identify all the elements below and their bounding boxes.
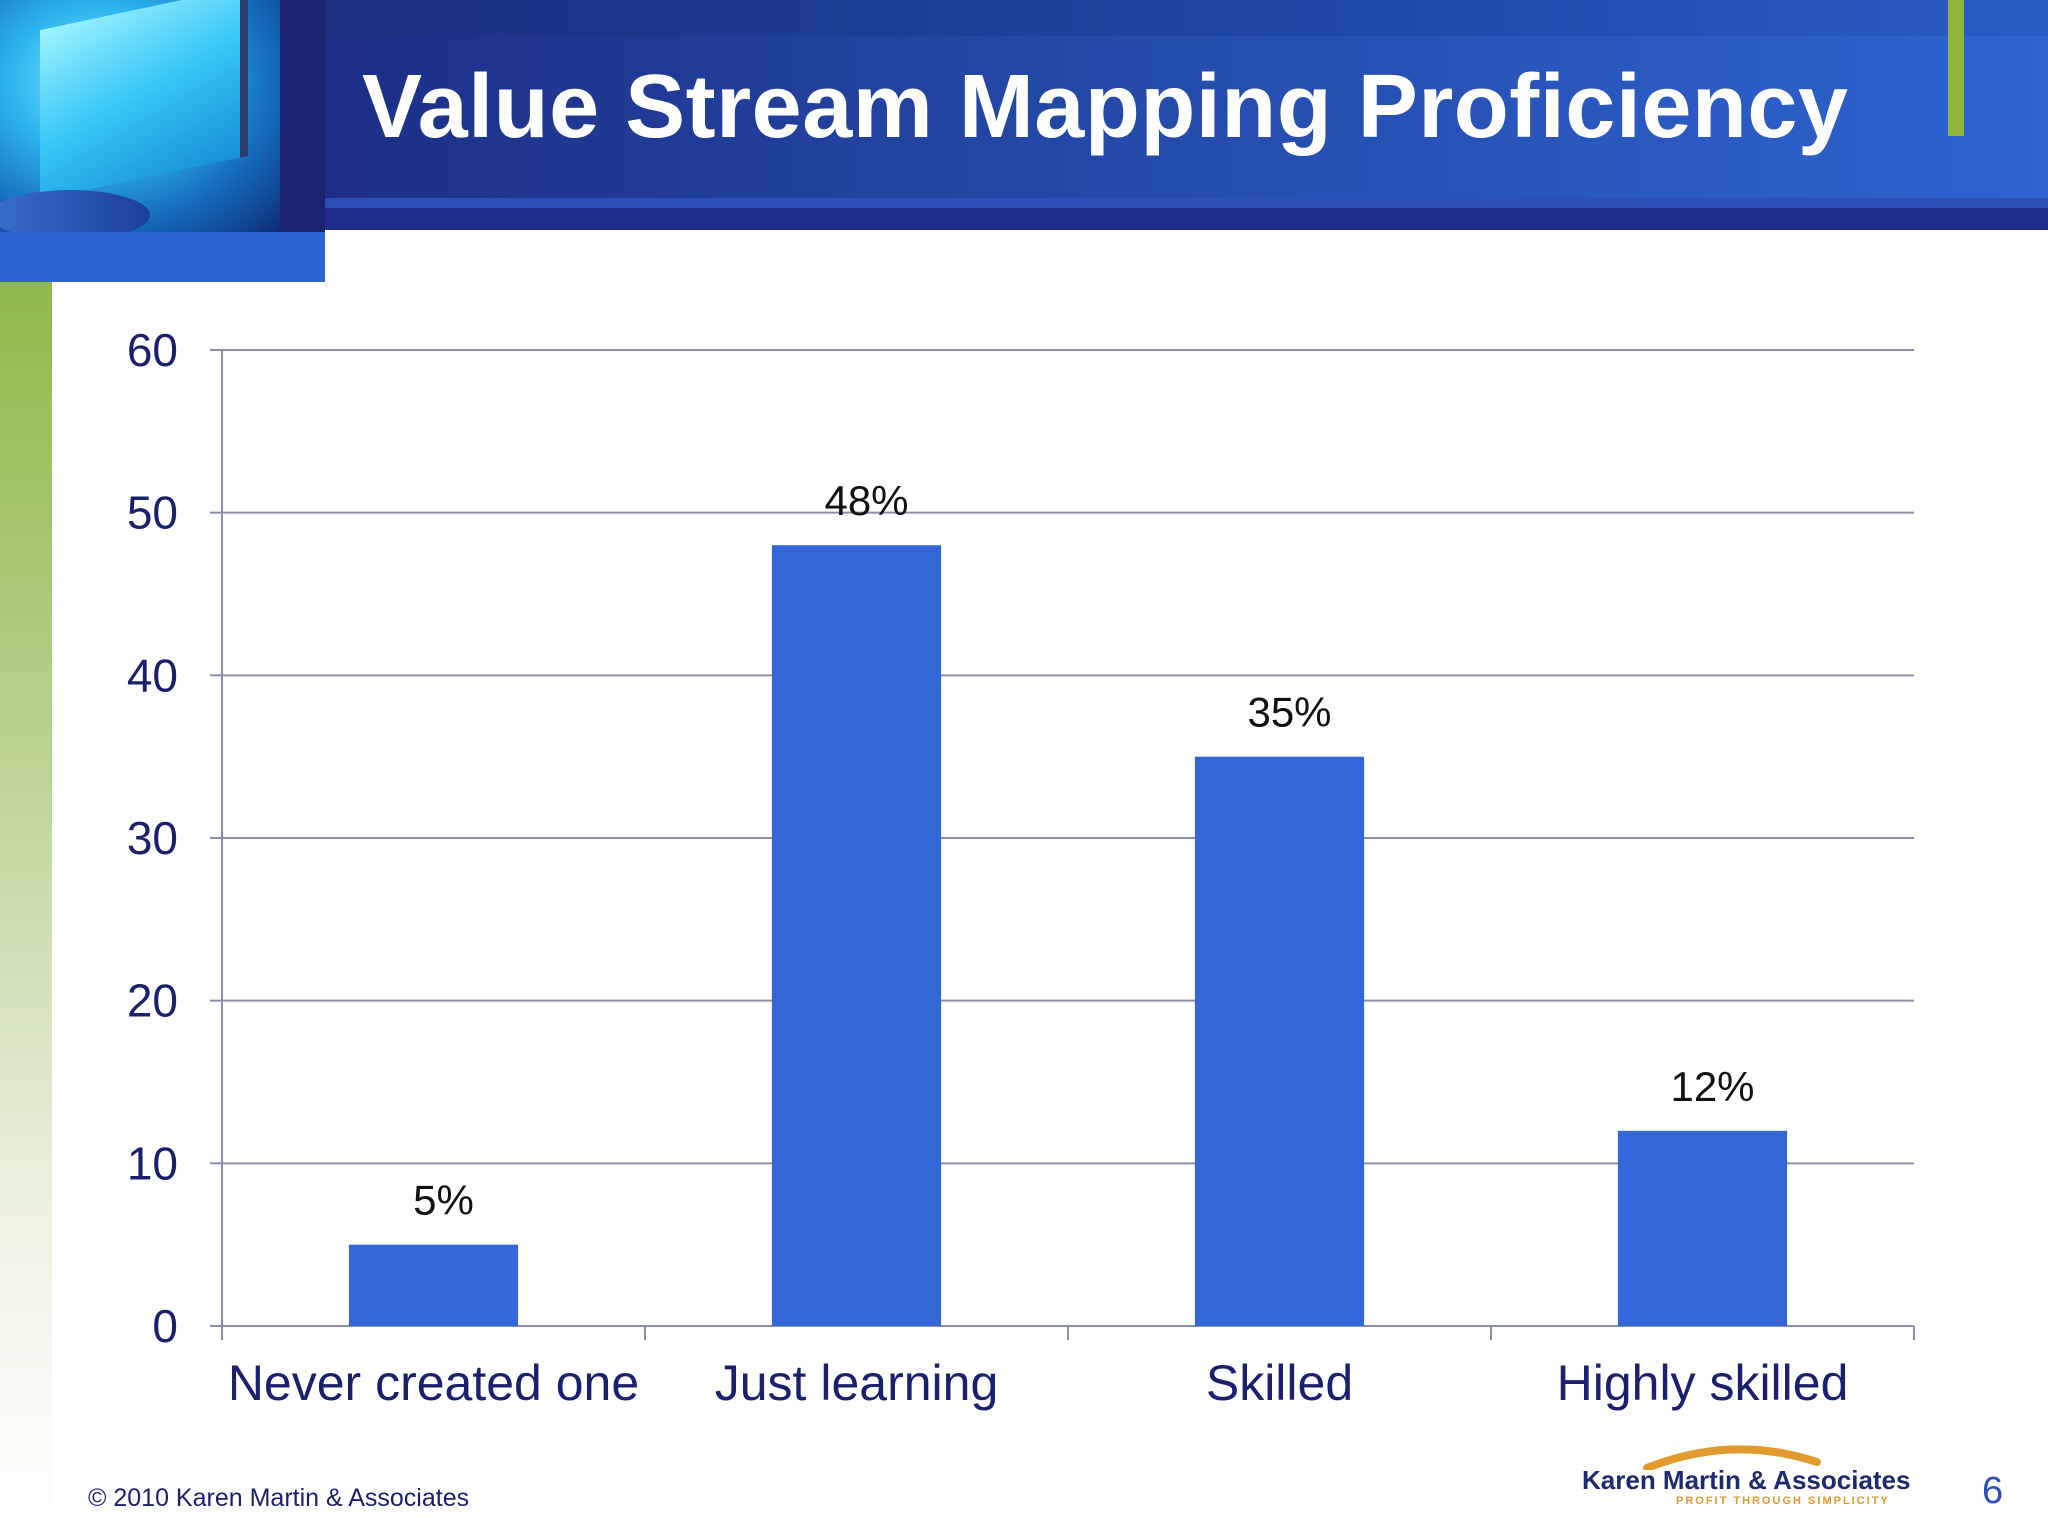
logo-text: Karen Martin & Associates (1582, 1465, 1911, 1495)
bar (348, 1244, 519, 1326)
logo-tagline: PROFIT THROUGH SIMPLICITY (1676, 1495, 1890, 1507)
y-tick-label: 60 (127, 324, 178, 376)
green-accent-bar (1948, 0, 1964, 136)
x-tick-label: Highly skilled (1557, 1355, 1849, 1411)
y-tick-label: 50 (127, 487, 178, 539)
logo-swoosh-icon (1643, 1445, 1821, 1470)
y-tick-label: 0 (152, 1300, 178, 1352)
data-label: 12% (1670, 1063, 1754, 1110)
laptop-image (0, 0, 280, 232)
title-bar-underline (325, 198, 2048, 208)
data-label: 5% (413, 1177, 474, 1224)
header-image-accent-bar (0, 232, 325, 282)
y-tick-label: 10 (127, 1137, 178, 1189)
y-tick-label: 20 (127, 975, 178, 1027)
header-top-strip (325, 0, 2048, 36)
bar (1194, 756, 1365, 1326)
left-accent-bar (0, 282, 52, 1536)
slide-number: 6 (1982, 1470, 2004, 1512)
company-logo: Karen Martin & Associates PROFIT THROUGH… (1582, 1440, 1911, 1520)
laptop-base (0, 190, 150, 232)
data-label: 48% (824, 477, 908, 524)
y-tick-label: 30 (127, 812, 178, 864)
header-image-divider (280, 0, 325, 232)
x-tick-label: Never created one (228, 1355, 639, 1411)
bar (771, 545, 942, 1326)
x-tick-label: Skilled (1206, 1355, 1353, 1411)
page-title: Value Stream Mapping Proficiency (362, 57, 1849, 157)
title-bar (325, 36, 2048, 198)
footer-copyright: © 2010 Karen Martin & Associates (88, 1484, 470, 1512)
data-label: 35% (1247, 689, 1331, 736)
x-tick-label: Just learning (715, 1355, 999, 1411)
bar (1617, 1130, 1788, 1326)
y-tick-label: 40 (127, 649, 178, 701)
